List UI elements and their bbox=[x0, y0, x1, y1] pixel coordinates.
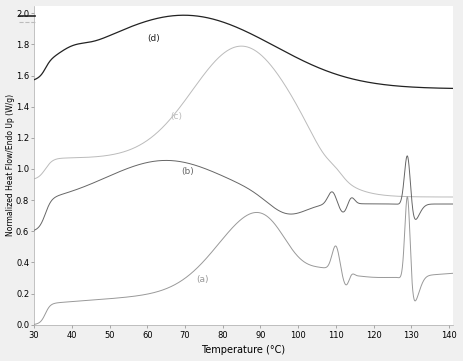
X-axis label: Temperature (°C): Temperature (°C) bbox=[201, 345, 286, 356]
Y-axis label: Normalized Heat Flow/Endo Up (W/g): Normalized Heat Flow/Endo Up (W/g) bbox=[6, 94, 14, 236]
Text: (b): (b) bbox=[181, 168, 194, 177]
Text: (c): (c) bbox=[170, 112, 182, 121]
Text: (d): (d) bbox=[147, 34, 160, 43]
Text: (a): (a) bbox=[196, 275, 209, 284]
